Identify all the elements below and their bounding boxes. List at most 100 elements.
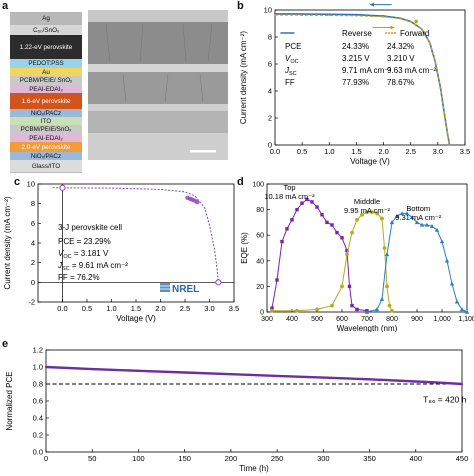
x-tick-label: 450 [456, 454, 469, 463]
eqe-point-bottom [439, 239, 445, 244]
mpp-point [195, 199, 200, 205]
sem-cross-section-image [88, 10, 228, 160]
pce-point [368, 378, 371, 381]
panel-d: d 300 400 500 600 700 800 900 1,000 1,100 0 20 40 60… [237, 172, 474, 332]
x-tick-label: 100 [132, 454, 145, 463]
x-tick-label: 3.0 [204, 304, 214, 313]
eqe-point-top [340, 236, 344, 240]
y-tick-label: 4 [268, 87, 272, 96]
x-tick-label: 1,100 [458, 316, 474, 323]
y-axis-label: Normalized PCE [5, 371, 14, 430]
metric-forward-value: 9.63 mA cm⁻² [387, 66, 436, 75]
eqe-point-bottom [429, 224, 435, 228]
stack-layer: 1.6-eV perovskite [10, 93, 82, 110]
eqe-series-line [272, 211, 393, 312]
x-axis-label: Wavelength (nm) [337, 324, 398, 332]
eqe-point-middle [340, 284, 344, 289]
x-tick-label: 1.0 [324, 147, 334, 156]
cell-title: 3-J perovskite cell [58, 223, 122, 232]
eqe-point-top [347, 284, 352, 289]
x-tick-label: 0.5 [82, 304, 92, 313]
pce-point [137, 369, 140, 372]
nrel-logo-text: NREL [172, 284, 199, 295]
x-tick-label: 600 [336, 316, 348, 323]
jv-series-line [52, 187, 219, 283]
panel-b: b 0.0 0.5 1.0 1.5 2.0 2.5 3.0 3.5 0 2 4 6 8 10 Voltage… [237, 0, 474, 170]
y-tick-label: 1.2 [33, 346, 43, 355]
pce-point [460, 382, 464, 386]
reverse-arrowhead [370, 2, 374, 7]
x-axis-label: Voltage (V) [116, 314, 156, 323]
eqe-point-top [285, 227, 289, 231]
x-tick-label: 1.5 [351, 147, 361, 156]
y-tick-label: 80 [256, 207, 264, 214]
y-tick-label: 8 [268, 33, 272, 42]
x-tick-label: 300 [261, 316, 273, 323]
y-tick-label: 20 [256, 284, 264, 291]
eqe-annotation-name: Top [283, 183, 295, 192]
nrel-logo-mark [160, 283, 170, 292]
legend-forward: Forward [400, 29, 429, 38]
cell-metric: VOC = 3.181 V [58, 249, 109, 260]
legend-reverse: Reverse [342, 29, 372, 38]
pce-series-line [45, 365, 463, 386]
panel-e-label: e [2, 338, 9, 350]
eqe-point-bottom [464, 309, 470, 314]
eqe-point-middle [375, 211, 379, 216]
eqe-point-middle [350, 230, 354, 235]
eqe-point-top [295, 207, 299, 212]
y-tick-label: 6 [31, 219, 35, 228]
x-tick-label: 50 [88, 454, 96, 463]
y-tick-label: 6 [268, 60, 272, 69]
pce-point [322, 376, 325, 379]
cell-metric: FF = 76.2% [58, 273, 100, 282]
panel-b-label: b [237, 0, 244, 12]
panel-d-label: d [237, 176, 244, 188]
forward-point [434, 60, 437, 63]
metric-reverse-value: 3.215 V [342, 54, 370, 63]
eqe-chart: 300 400 500 600 700 800 900 1,000 1,100 0 20 40 60 80… [240, 182, 474, 333]
eqe-annotation-name: Midddle [354, 197, 380, 206]
jsc-marker [59, 184, 66, 191]
x-tick-label: 1.5 [131, 304, 141, 313]
jv-curve-chart: 0.0 0.5 1.0 1.5 2.0 2.5 3.0 3.5 0 2 4 6 8 10 Voltage (… [239, 2, 470, 166]
eqe-point-middle [380, 216, 384, 221]
x-tick-label: 0.5 [297, 147, 307, 156]
eqe-point-middle [345, 252, 349, 257]
y-tick-label: 8 [31, 199, 35, 208]
panel-c-label: c [14, 176, 21, 188]
x-axis-label: Voltage (V) [350, 157, 390, 166]
y-tick-label: 0.4 [33, 414, 43, 423]
eqe-point-bottom [404, 211, 410, 216]
x-tick-label: 350 [363, 454, 376, 463]
eqe-series-line [366, 212, 468, 313]
y-tick-label: 0 [268, 141, 272, 150]
eqe-point-top [280, 239, 284, 244]
y-tick-label: 2 [31, 258, 35, 267]
forward-point [409, 20, 412, 23]
eqe-point-top [310, 200, 314, 204]
eqe-annotation-value: 9.31 mA cm⁻² [395, 213, 442, 222]
pce-point [414, 380, 417, 383]
metric-reverse-value: 77.93% [342, 78, 369, 87]
y-axis-label: Current density (mA cm⁻²) [239, 31, 248, 124]
metric-reverse-value: 9.71 mA cm⁻² [342, 66, 391, 75]
metric-label: FF [285, 78, 295, 87]
x-tick-label: 0.0 [270, 147, 280, 156]
x-tick-label: 900 [411, 316, 423, 323]
forward-point [398, 17, 401, 20]
y-tick-label: 2 [268, 114, 272, 123]
eqe-point-middle [360, 212, 364, 217]
x-tick-label: 0 [44, 454, 48, 463]
eqe-point-bottom [454, 299, 460, 304]
x-tick-label: 500 [311, 316, 323, 323]
x-tick-label: 200 [225, 454, 238, 463]
metric-forward-value: 78.67% [387, 78, 414, 87]
forward-series-line [274, 14, 450, 146]
eqe-point-bottom [424, 222, 430, 227]
metric-forward-value: 3.210 V [387, 54, 415, 63]
y-tick-label: -2 [28, 298, 35, 307]
eqe-point-bottom [394, 213, 400, 218]
plot-frame [274, 9, 466, 146]
eqe-point-bottom [414, 220, 420, 225]
